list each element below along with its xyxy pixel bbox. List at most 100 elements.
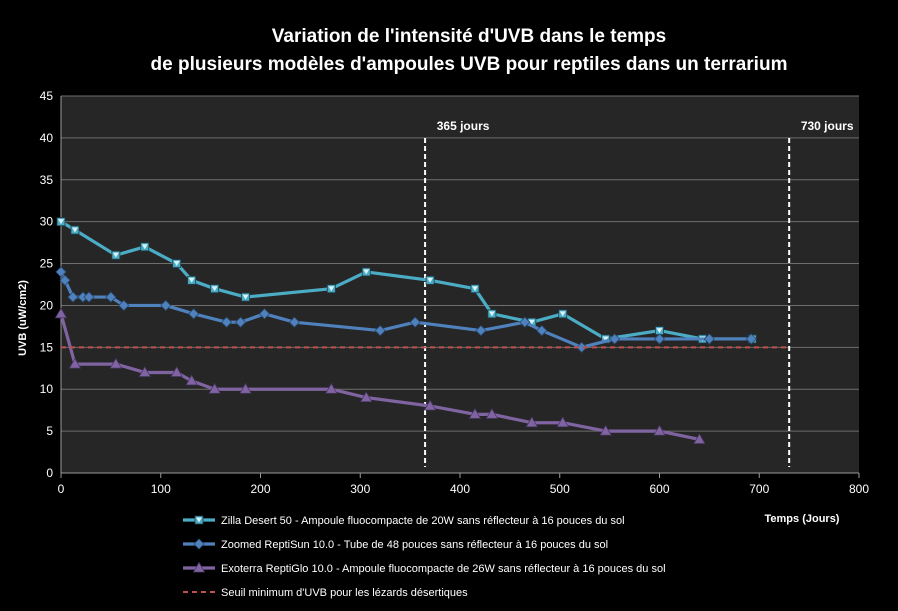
x-tick-label-6: 600 — [649, 482, 669, 496]
series-1-point-18 — [576, 341, 588, 353]
annotation-label-0: 365 jours — [437, 119, 490, 133]
series-0-point-2-glyph — [112, 252, 119, 258]
series-2-point-5 — [185, 374, 198, 386]
series-2-point-11 — [468, 408, 482, 419]
series-1-point-11 — [258, 308, 271, 320]
series-0-point-8 — [326, 284, 336, 294]
y-tick-label-0: 0 — [46, 466, 53, 480]
series-2-point-0 — [54, 307, 68, 319]
chart-title-line2: de plusieurs modèles d'ampoules UVB pour… — [151, 54, 788, 75]
series-1-point-1 — [59, 274, 71, 286]
series-0-point-6 — [210, 284, 220, 294]
series-1-point-21 — [703, 333, 715, 345]
legend-label-2: Exoterra ReptiGlo 10.0 - Ampoule fluocom… — [221, 563, 666, 575]
series-1-point-19 — [609, 333, 621, 345]
y-tick-label-6: 30 — [40, 215, 54, 229]
series-0-point-2 — [111, 250, 121, 260]
series-0-point-12-glyph — [488, 311, 495, 317]
legend-item-1: Zoomed ReptiSun 10.0 - Tube de 48 pouces… — [183, 538, 608, 551]
series-2-point-12 — [485, 408, 499, 419]
series-0-point-14 — [558, 309, 568, 319]
y-tick-label-2: 10 — [40, 382, 54, 396]
x-tick-label-4: 400 — [450, 482, 470, 496]
series-2-point-16 — [653, 424, 666, 436]
series-0-point-3 — [140, 242, 150, 252]
series-1-point-14 — [409, 316, 421, 328]
series-0-point-15-glyph — [602, 336, 609, 342]
series-0-point-1-glyph — [71, 227, 78, 233]
chart-title-line1: Variation de l'intensité d'UVB dans le t… — [272, 26, 666, 47]
series-1-point-20 — [653, 333, 666, 345]
series-0-point-11 — [470, 284, 480, 294]
series-0-point-5-glyph — [188, 277, 195, 283]
series-1-point-5 — [105, 291, 117, 303]
annotations: 365 jours 730 jours — [424, 119, 854, 467]
series-0-point-12 — [487, 309, 497, 319]
series-1-point-9 — [221, 316, 233, 328]
x-tick-label-0: 0 — [58, 482, 65, 496]
series-0-point-10-glyph — [427, 277, 434, 283]
x-tick-label-1: 100 — [151, 482, 171, 496]
series-1-point-0 — [55, 266, 67, 278]
series-1-point-13 — [374, 325, 386, 337]
legend-label-3: Seuil minimum d'UVB pour les lézards dés… — [221, 587, 468, 599]
series-1-point-4 — [83, 291, 95, 303]
series-0-point-7-glyph — [242, 294, 249, 300]
legend-item-0: Zilla Desert 50 - Ampoule fluocompacte d… — [183, 515, 625, 527]
y-tick-label-7: 35 — [40, 173, 54, 187]
series-1-point-2 — [67, 291, 79, 303]
series-2-point-9 — [360, 391, 373, 402]
series-2-point-17 — [693, 433, 706, 444]
series-2-point-15 — [599, 424, 612, 436]
legend-item-3: Seuil minimum d'UVB pour les lézards dés… — [183, 587, 468, 599]
series-2-point-7 — [239, 382, 252, 394]
series-1-point-7 — [160, 299, 172, 312]
legend-marker-2 — [192, 561, 206, 573]
series-1 — [55, 266, 757, 353]
x-tick-label-2: 200 — [250, 482, 270, 496]
series-2-point-1 — [68, 357, 82, 369]
series-0-point-0-glyph — [58, 219, 64, 225]
series-0-point-14-glyph — [559, 311, 566, 317]
series-2-point-6 — [208, 382, 221, 394]
legend-marker-0 — [194, 515, 204, 525]
series-1-point-16 — [519, 316, 531, 328]
series-0-point-5 — [187, 275, 197, 285]
x-tick-label-3: 300 — [350, 482, 370, 496]
series-group — [54, 217, 790, 444]
series-0-point-6-glyph — [211, 286, 218, 292]
y-tick-label-5: 25 — [40, 257, 54, 271]
series-0-point-7 — [241, 292, 250, 302]
series-1-point-17 — [536, 325, 548, 337]
series-1-point-10 — [234, 316, 247, 328]
series-0-point-16 — [655, 326, 664, 335]
series-1-point-8 — [188, 308, 200, 320]
series-0-point-10 — [425, 275, 435, 285]
legend-label-1: Zoomed ReptiSun 10.0 - Tube de 48 pouces… — [221, 539, 608, 551]
y-tick-label-9: 45 — [40, 89, 54, 103]
series-0-point-13-glyph — [528, 319, 535, 325]
series-1-point-22 — [745, 333, 757, 345]
y-axis-label: UVB (uW/cm2) — [17, 280, 29, 356]
series-2-point-4 — [170, 366, 183, 377]
series-2-point-10 — [423, 399, 437, 411]
series-1-point-6 — [118, 299, 130, 312]
series-2-point-3 — [138, 366, 151, 377]
series-0-point-9-glyph — [363, 269, 370, 275]
series-0-point-8-glyph — [328, 286, 335, 292]
legend-item-2: Exoterra ReptiGlo 10.0 - Ampoule fluocom… — [183, 561, 666, 575]
series-2 — [54, 307, 706, 444]
series-0-point-11-glyph — [471, 286, 478, 292]
series-line-2 — [59, 313, 700, 442]
x-tick-label-8: 800 — [849, 482, 869, 496]
series-1-point-12 — [288, 316, 300, 328]
series-0-point-1 — [70, 225, 80, 235]
y-tick-label-1: 5 — [46, 424, 53, 438]
x-axis-label: Temps (Jours) — [765, 513, 840, 525]
y-tick-label-3: 15 — [40, 340, 54, 354]
legend: Zilla Desert 50 - Ampoule fluocompacte d… — [183, 515, 666, 599]
y-axis-ticks: 0 5 10 15 20 25 30 35 40 45 — [40, 89, 54, 480]
series-2-point-13 — [525, 416, 539, 428]
annotation-label-1: 730 jours — [801, 119, 854, 133]
